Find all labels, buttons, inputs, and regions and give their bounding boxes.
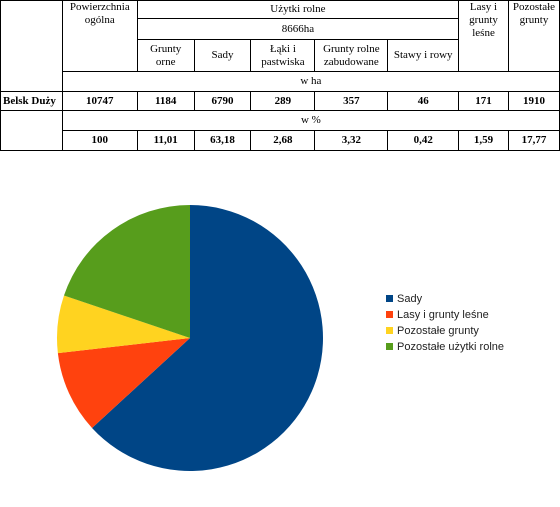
pie-slice-2 xyxy=(57,338,191,428)
ha-cell: 10747 xyxy=(61,91,138,111)
ha-cell: 46 xyxy=(387,91,460,111)
land-use-table: Powierzchnia ogólna Użytki rolne Lasy i … xyxy=(0,0,560,151)
legend-label: Sady xyxy=(397,293,423,305)
header-built-up-farmland: Grunty rolne zabudowane xyxy=(314,39,389,72)
pie-slice-4 xyxy=(63,205,191,338)
legend-label: Pozostałe grunty xyxy=(397,325,479,337)
empty-row-label-cell xyxy=(0,110,63,151)
pct-cell: 1,59 xyxy=(458,130,509,151)
header-meadows: Łąki i pastwiska xyxy=(250,39,316,72)
pie-slices xyxy=(56,205,323,471)
pct-cell: 100 xyxy=(61,130,138,151)
legend-swatch xyxy=(386,295,393,302)
pie-slice-1 xyxy=(92,205,323,471)
unit-pct-label: w % xyxy=(61,110,560,131)
row-label: Belsk Duży xyxy=(0,91,63,111)
pct-cell: 17,77 xyxy=(507,130,560,151)
ha-cell: 6790 xyxy=(193,91,252,111)
header-agricultural: Użytki rolne xyxy=(136,0,460,19)
header-agricultural-area: 8666ha xyxy=(136,18,460,40)
unit-ha-label: w ha xyxy=(61,71,560,92)
pct-cell: 2,68 xyxy=(250,130,316,151)
ha-cell: 1910 xyxy=(507,91,560,111)
pct-cell: 63,18 xyxy=(193,130,252,151)
pie-chart-svg: Sady Lasy i grunty leśne Pozostałe grunty P… xyxy=(56,205,504,471)
header-orchards: Sady xyxy=(193,39,252,72)
pct-cell: 3,32 xyxy=(314,130,389,151)
pie-chart: Sady Lasy i grunty leśne Pozostałe grunty P… xyxy=(0,190,560,502)
ha-cell: 357 xyxy=(314,91,389,111)
legend-swatch xyxy=(386,311,393,318)
ha-cell: 1184 xyxy=(136,91,195,111)
ha-cell: 289 xyxy=(250,91,316,111)
legend-label: Pozostałe użytki rolne xyxy=(397,341,504,353)
header-other-land: Pozostałe grunty xyxy=(507,0,560,72)
chart-legend: Sady Lasy i grunty leśne Pozostałe grunty P… xyxy=(386,293,504,353)
pie-slice-3 xyxy=(56,295,190,354)
legend-swatch xyxy=(386,327,393,334)
pct-cell: 0,42 xyxy=(387,130,460,151)
header-arable-land: Grunty orne xyxy=(136,39,195,72)
ha-cell: 171 xyxy=(458,91,509,111)
header-total-area: Powierzchnia ogólna xyxy=(61,0,138,72)
legend-swatch xyxy=(386,343,393,350)
legend-label: Lasy i grunty leśne xyxy=(397,309,489,321)
empty-corner-cell xyxy=(0,0,63,92)
header-ponds-ditches: Stawy i rowy xyxy=(387,39,460,72)
header-forests: Lasy i grunty leśne xyxy=(458,0,509,72)
pct-cell: 11,01 xyxy=(136,130,195,151)
